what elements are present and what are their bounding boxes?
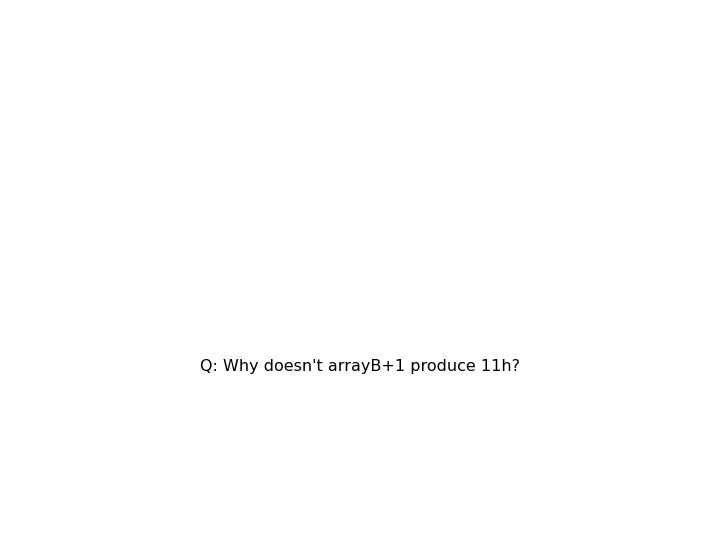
Text: ; alternative notation: ; alternative notation (360, 271, 525, 284)
Text: named memory location to produce an: named memory location to produce an (55, 110, 396, 128)
Text: no name: no name (418, 156, 500, 174)
Text: effective address: effective address (233, 132, 365, 146)
Text: Assembler computes the: Assembler computes the (62, 132, 253, 146)
Text: Basic Instructions & Addressing Modes: Basic Instructions & Addressing Modes (10, 522, 185, 530)
Text: Lets you access memory locations that have: Lets you access memory locations that ha… (34, 156, 453, 174)
Text: ◇: ◇ (48, 132, 58, 146)
Text: COE 205 – KFUPM: COE 205 – KFUPM (320, 522, 400, 530)
Text: slide 12: slide 12 (675, 522, 710, 530)
Text: .CODE: .CODE (28, 230, 66, 242)
Text: mov al, arrayB+1: mov al, arrayB+1 (28, 249, 148, 262)
Text: Direct-Offset Operands: Direct-Offset Operands (161, 26, 559, 56)
Text: mov al, arrayB[1]: mov al, arrayB[1] (28, 292, 156, 305)
Text: .DATA: .DATA (28, 190, 66, 202)
Text: ; yet another notation: ; yet another notation (360, 292, 525, 305)
FancyBboxPatch shape (0, 512, 720, 540)
FancyBboxPatch shape (18, 187, 700, 345)
Text: Constant offset is added to a: Constant offset is added to a (210, 88, 462, 106)
Text: Direct-Offset Operand:: Direct-Offset Operand: (34, 88, 258, 106)
Text: Q: Why doesn't arrayB+1 produce 11h?: Q: Why doesn't arrayB+1 produce 11h? (200, 359, 520, 374)
Text: effective address: effective address (395, 110, 546, 128)
Text: ; AL = 20h: ; AL = 20h (360, 249, 435, 262)
Text: arrayB BYTE 10h,20h,30h,40h: arrayB BYTE 10h,20h,30h,40h (28, 210, 230, 222)
Text: Direct-Offset Operand:: Direct-Offset Operand: (34, 88, 265, 106)
FancyBboxPatch shape (8, 10, 712, 72)
Text: ❖: ❖ (16, 88, 32, 106)
Text: mov al,[arrayB+1]: mov al,[arrayB+1] (28, 271, 156, 284)
Text: ❖: ❖ (16, 156, 32, 174)
